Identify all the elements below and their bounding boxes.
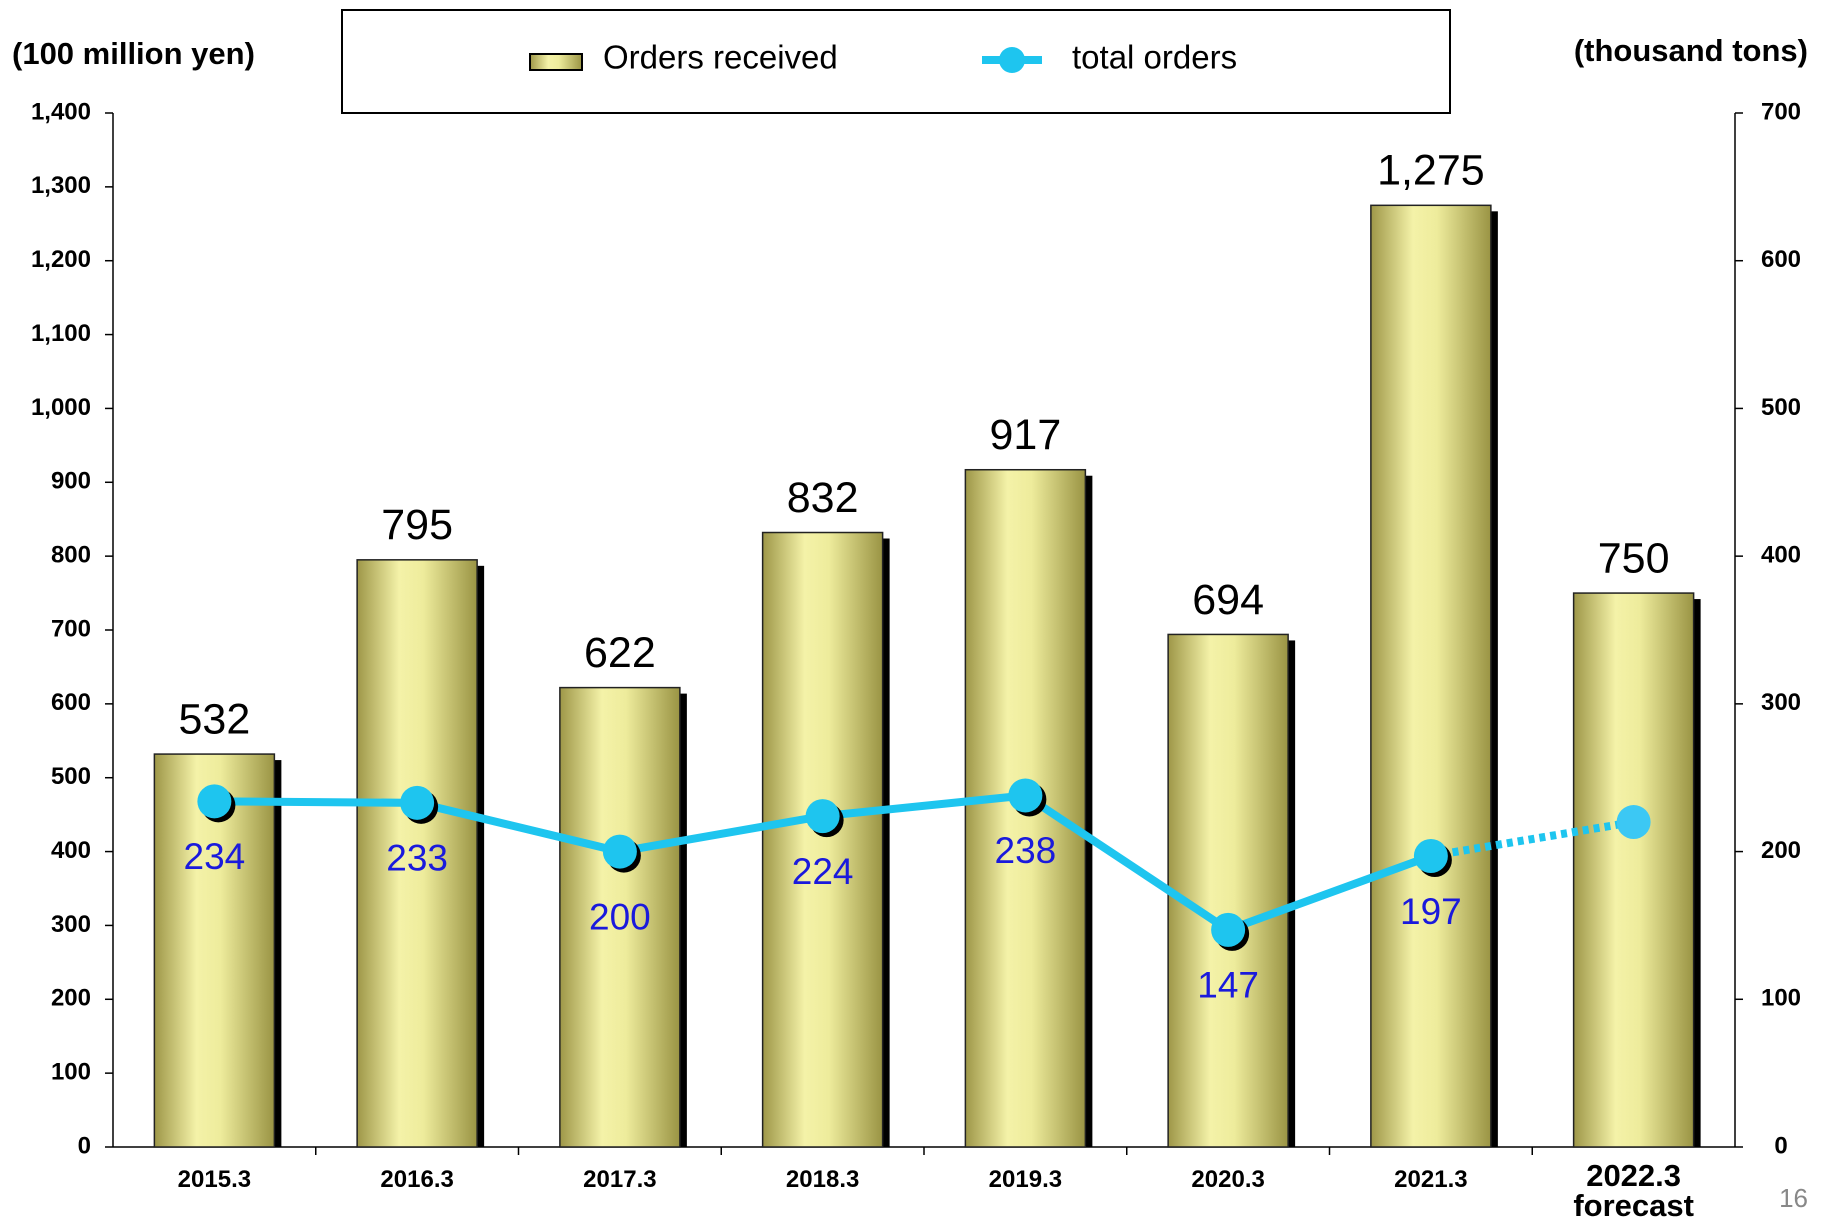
- x-tick-label: 2018.3: [785, 1166, 860, 1193]
- y-tick-label: 700: [51, 615, 91, 642]
- x-tick-label: 2016.3: [380, 1166, 454, 1193]
- marker: [1616, 805, 1651, 840]
- line-value-label: 238: [995, 830, 1057, 871]
- marker: [805, 799, 840, 834]
- marker: [602, 834, 637, 869]
- y-tick-label: 1,200: [31, 246, 91, 273]
- x-tick-label: 2017.3: [583, 1166, 657, 1193]
- y2-tick-label: 200: [1761, 837, 1801, 864]
- legend-marker: [999, 47, 1025, 73]
- y-tick-label: 300: [51, 911, 91, 938]
- line-value-label: 197: [1400, 891, 1462, 932]
- legend-label: Orders received: [603, 39, 838, 76]
- x-tick-label: 2021.3: [1394, 1166, 1468, 1193]
- bar-value-label: 622: [584, 629, 656, 677]
- bar-value-label: 832: [787, 474, 859, 522]
- bar-value-label: 694: [1192, 576, 1264, 624]
- marker: [197, 784, 232, 819]
- marker: [400, 785, 435, 820]
- bar-value-label: 917: [990, 411, 1062, 459]
- bar: [1572, 592, 1695, 1148]
- y2-tick-label: 100: [1761, 985, 1801, 1012]
- y2-tick-label: 700: [1761, 98, 1801, 125]
- bar-value-label: 532: [179, 695, 251, 743]
- y-tick-label: 1,100: [31, 320, 91, 347]
- y2-tick-label: 600: [1761, 246, 1801, 273]
- bar: [761, 531, 884, 1148]
- y-tick-label: 1,300: [31, 172, 91, 199]
- marker: [1413, 839, 1448, 874]
- marker: [1211, 912, 1246, 947]
- bar-value-label: 1,275: [1377, 147, 1485, 195]
- legend-label: total orders: [1072, 39, 1237, 76]
- y-tick-label: 0: [78, 1132, 91, 1159]
- y-tick-label: 1,000: [31, 394, 91, 421]
- bar-value-label: 795: [381, 501, 453, 549]
- line-value-label: 233: [386, 838, 448, 879]
- y-axis-title: (100 million yen): [12, 36, 255, 71]
- y2-tick-label: 0: [1774, 1132, 1787, 1159]
- x-tick-label: 2015.3: [177, 1166, 252, 1193]
- line-value-label: 224: [792, 851, 854, 892]
- line-value-label: 234: [184, 836, 246, 877]
- bar: [559, 686, 681, 1148]
- y-tick-label: 400: [51, 837, 91, 864]
- y2-tick-label: 300: [1761, 689, 1801, 716]
- x-tick-label: 2020.3: [1191, 1166, 1265, 1193]
- y-tick-label: 100: [51, 1058, 91, 1085]
- y-tick-label: 1,400: [31, 98, 91, 125]
- y2-tick-label: 500: [1761, 394, 1801, 421]
- x-tick-label: 2022.3 forecast: [1573, 1158, 1694, 1223]
- bar: [356, 559, 478, 1148]
- line-forecast: [1430, 818, 1635, 860]
- legend-box: [341, 9, 1451, 114]
- x-tick-label: 2019.3: [988, 1166, 1063, 1193]
- y-tick-label: 900: [51, 468, 91, 495]
- bar-value-label: 750: [1598, 534, 1670, 582]
- bar: [1167, 633, 1289, 1148]
- line-value-label: 200: [589, 896, 651, 937]
- page-number: 16: [1779, 1183, 1808, 1213]
- y-tick-label: 600: [51, 689, 91, 716]
- y2-axis-title: (thousand tons): [1574, 33, 1808, 68]
- marker: [1008, 778, 1043, 813]
- line-value-label: 147: [1197, 965, 1259, 1006]
- legend-swatch: [529, 53, 583, 71]
- y-tick-label: 500: [51, 763, 91, 790]
- bar: [1370, 204, 1492, 1148]
- y-tick-label: 200: [51, 985, 91, 1012]
- y2-tick-label: 400: [1761, 541, 1801, 568]
- y-tick-label: 800: [51, 541, 91, 568]
